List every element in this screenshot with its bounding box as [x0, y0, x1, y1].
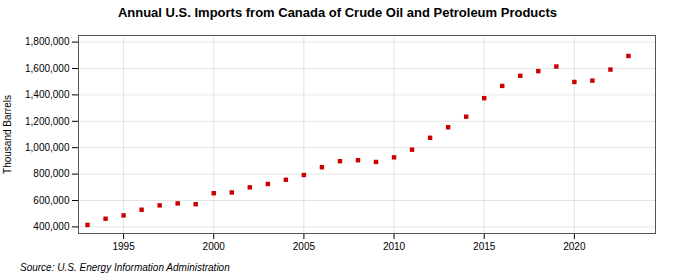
svg-text:400,000: 400,000 — [33, 221, 70, 232]
svg-text:800,000: 800,000 — [33, 168, 70, 179]
html-text:Annual U.S. Imports from Canad: Annual U.S. Imports from Canada of Crude… — [117, 5, 558, 20]
html-text:Source: U.S. Energy Informatio: Source: U.S. Energy Information Administ… — [20, 262, 230, 273]
svg-text:1,600,000: 1,600,000 — [25, 63, 70, 74]
svg-text:1,000,000: 1,000,000 — [25, 142, 70, 153]
svg-text:2015: 2015 — [473, 241, 496, 252]
svg-text:Thousand Barrels: Thousand Barrels — [2, 95, 13, 174]
svg-text:1995: 1995 — [112, 241, 135, 252]
svg-text:2000: 2000 — [203, 241, 226, 252]
svg-text:2005: 2005 — [293, 241, 316, 252]
svg-text:600,000: 600,000 — [33, 195, 70, 206]
svg-text:1,800,000: 1,800,000 — [25, 36, 70, 47]
svg-text:2020: 2020 — [563, 241, 586, 252]
svg-text:1,400,000: 1,400,000 — [25, 89, 70, 100]
svg-text:1,200,000: 1,200,000 — [25, 116, 70, 127]
svg-text:2010: 2010 — [383, 241, 406, 252]
